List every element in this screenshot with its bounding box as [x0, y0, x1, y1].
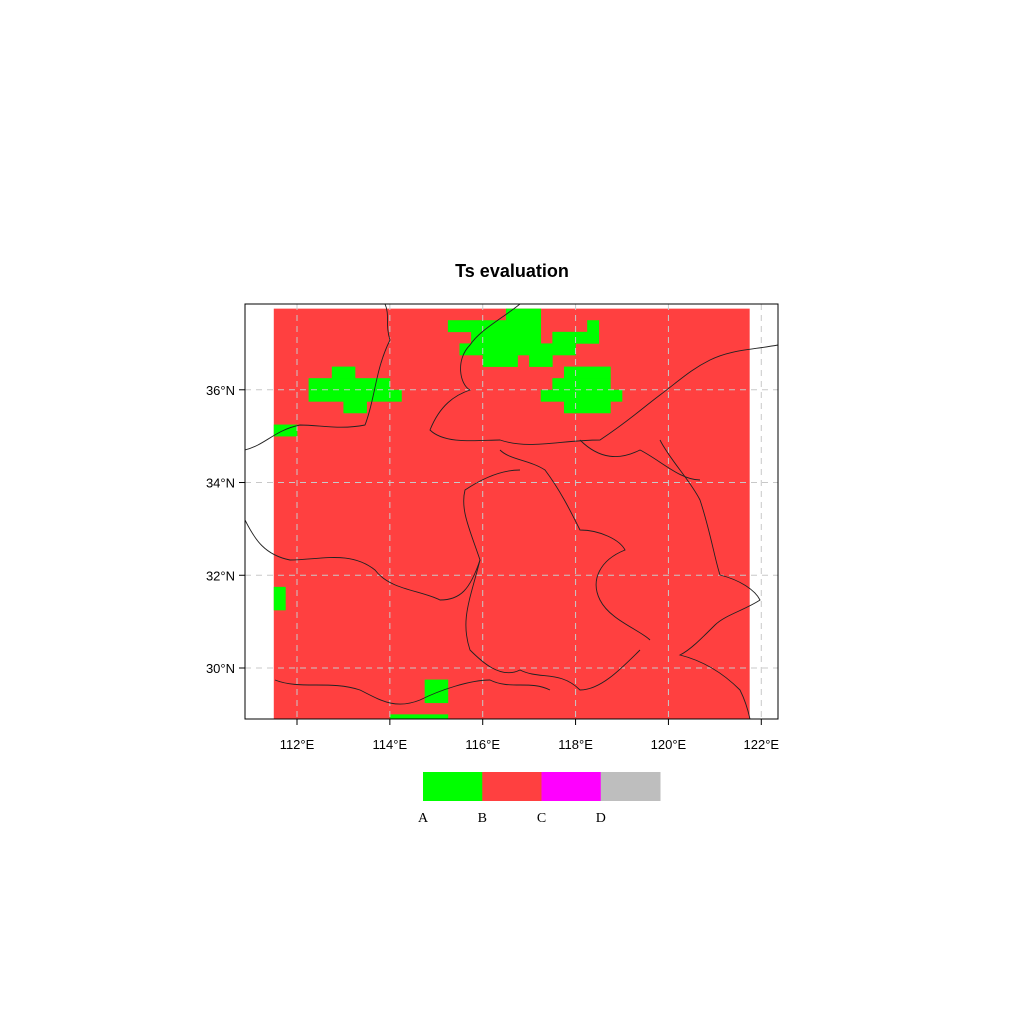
- chart-title: Ts evaluation: [455, 261, 569, 281]
- category-a-cell: [459, 343, 576, 356]
- province-border: [245, 304, 391, 451]
- category-a-cell: [563, 401, 611, 414]
- coastline: [659, 439, 761, 719]
- category-a-cell: [563, 366, 611, 379]
- province-border: [579, 439, 701, 481]
- category-a-cell: [389, 714, 449, 719]
- category-a-cell: [343, 401, 367, 414]
- x-tick-label: 122°E: [744, 737, 780, 752]
- category-a-cell: [529, 355, 553, 367]
- graticule: [245, 304, 778, 719]
- legend-label: A: [418, 811, 429, 826]
- category-a-cell: [552, 378, 611, 391]
- plot-frame: [244, 303, 779, 720]
- y-axis: 36°N 34°N 32°N 30°N: [206, 383, 245, 676]
- x-tick-label: 118°E: [558, 737, 593, 752]
- x-tick-label: 120°E: [651, 737, 687, 752]
- legend-swatch-b: [482, 772, 542, 801]
- category-a-cell: [447, 320, 542, 333]
- boundaries: [245, 304, 778, 719]
- y-tick-label: 34°N: [206, 476, 235, 491]
- y-tick-label: 36°N: [206, 383, 235, 398]
- x-tick-label: 112°E: [280, 737, 315, 752]
- category-a-cell: [424, 679, 449, 704]
- coastline: [429, 304, 778, 445]
- province-border: [465, 559, 641, 691]
- category-a-cell: [389, 389, 402, 402]
- category-a-cell: [471, 331, 542, 344]
- x-tick-label: 114°E: [373, 737, 408, 752]
- legend-label: B: [478, 811, 487, 826]
- legend-label: C: [537, 811, 546, 826]
- category-a-cell: [482, 355, 518, 367]
- legend-label: D: [596, 811, 606, 826]
- category-a-cell: [540, 389, 623, 402]
- category-a-cell: [505, 308, 542, 321]
- province-border: [245, 469, 521, 601]
- y-tick-label: 32°N: [206, 568, 235, 583]
- category-a-cell: [273, 586, 286, 611]
- x-axis: 112°E 114°E 116°E 118°E 120°E 122°E: [280, 719, 780, 752]
- legend-swatch-a: [423, 772, 483, 801]
- category-a-cell: [273, 424, 298, 437]
- y-tick-label: 30°N: [206, 661, 235, 676]
- province-border: [499, 449, 651, 641]
- x-tick-label: 116°E: [465, 737, 500, 752]
- legend-swatch-d: [600, 772, 661, 801]
- legend-swatch-c: [541, 772, 602, 801]
- category-a-cell: [587, 320, 600, 333]
- province-border: [274, 679, 551, 705]
- legend: A B C D: [418, 772, 661, 826]
- category-a-cell: [331, 366, 356, 379]
- grid-cells: [273, 308, 750, 719]
